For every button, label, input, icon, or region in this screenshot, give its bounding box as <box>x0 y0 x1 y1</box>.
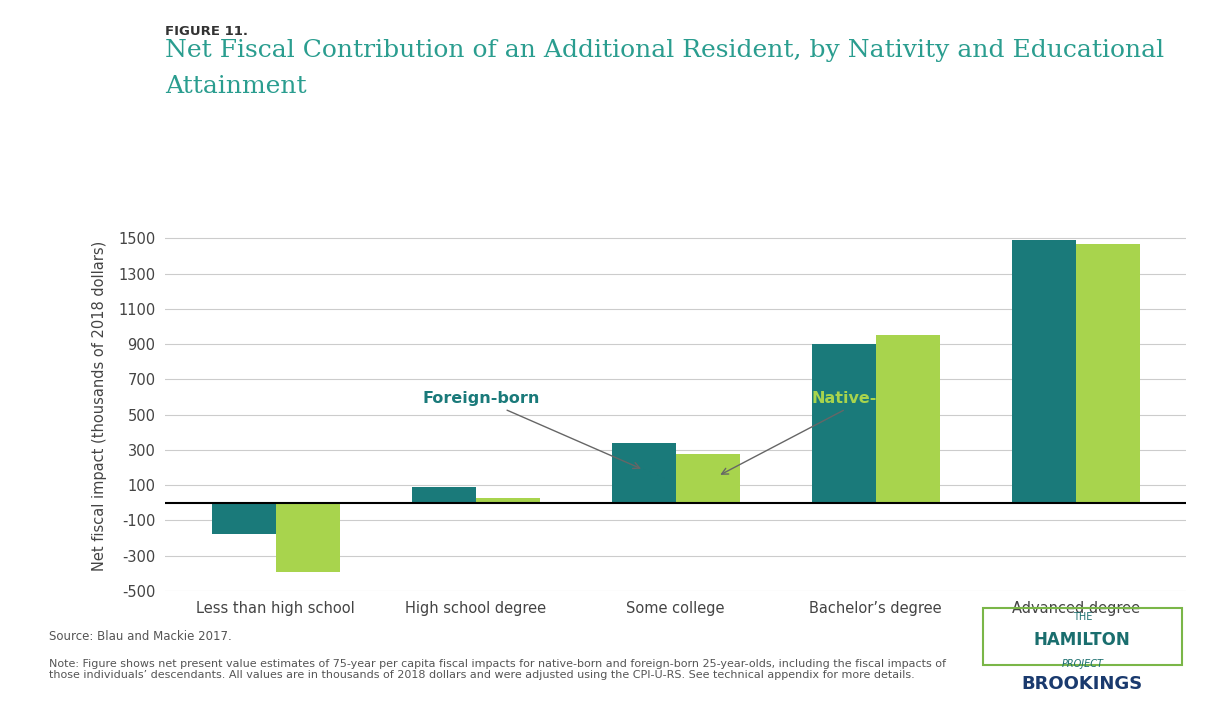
Bar <box>476 498 539 503</box>
Bar <box>675 454 740 503</box>
Bar <box>275 503 340 572</box>
Bar <box>612 443 675 503</box>
Text: Note: Figure shows net present value estimates of 75-year per capita fiscal impa: Note: Figure shows net present value est… <box>49 659 945 680</box>
Bar <box>412 487 476 503</box>
Bar <box>876 335 939 503</box>
Text: Native-born: Native-born <box>722 392 920 474</box>
Bar <box>1076 244 1140 503</box>
Text: Foreign-born: Foreign-born <box>422 392 640 468</box>
Text: HAMILTON: HAMILTON <box>1033 631 1131 649</box>
Text: PROJECT: PROJECT <box>1062 659 1103 669</box>
Text: FIGURE 11.: FIGURE 11. <box>165 25 248 38</box>
Text: Net Fiscal Contribution of an Additional Resident, by Nativity and Educational: Net Fiscal Contribution of an Additional… <box>165 39 1164 62</box>
Text: THE: THE <box>1073 612 1092 622</box>
Text: Source: Blau and Mackie 2017.: Source: Blau and Mackie 2017. <box>49 630 231 643</box>
Text: BROOKINGS: BROOKINGS <box>1021 675 1144 693</box>
Bar <box>812 344 876 503</box>
Text: Attainment: Attainment <box>165 75 307 98</box>
Bar <box>1011 240 1076 503</box>
Y-axis label: Net fiscal impact (thousands of 2018 dollars): Net fiscal impact (thousands of 2018 dol… <box>92 241 108 571</box>
Bar <box>212 503 275 534</box>
